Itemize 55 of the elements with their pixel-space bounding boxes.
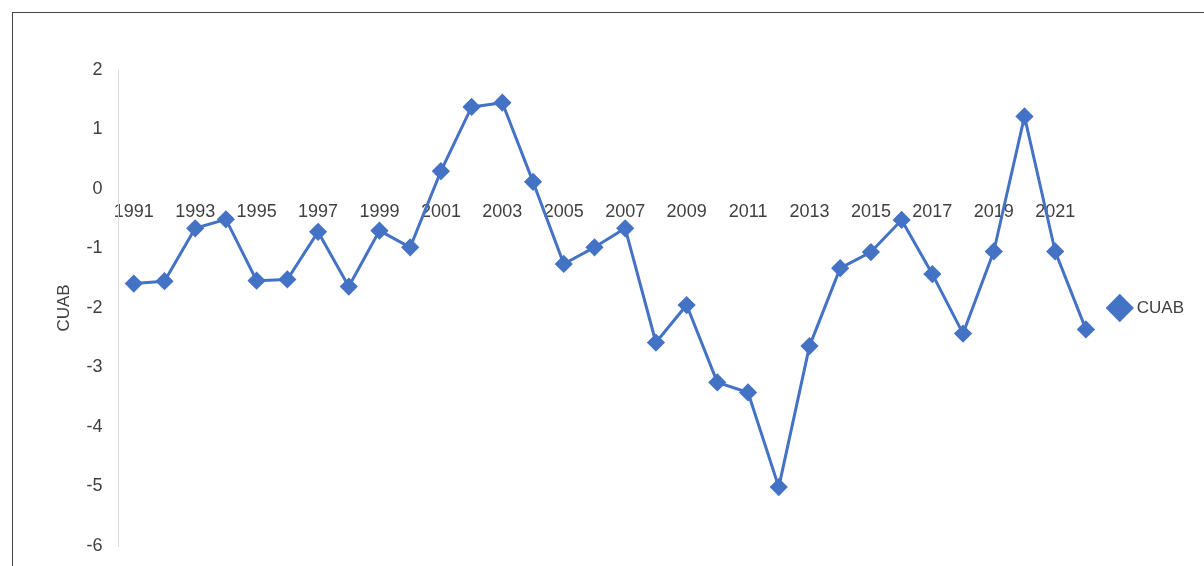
y-tick-label: -4: [86, 415, 103, 436]
x-tick-label: 2015: [850, 200, 891, 221]
point: [432, 162, 450, 180]
point: [708, 373, 726, 391]
point: [125, 275, 143, 293]
point: [340, 278, 358, 296]
x-tick-label: 2011: [728, 200, 768, 221]
point: [739, 383, 757, 401]
point: [524, 173, 542, 191]
x-tick-label: 2003: [482, 200, 523, 221]
y-tick-label: 2: [92, 58, 103, 79]
point: [800, 337, 818, 355]
point: [678, 296, 696, 314]
point: [370, 222, 388, 240]
legend-label: CUAB: [1136, 297, 1184, 317]
point: [954, 325, 972, 343]
y-tick-label: -1: [86, 237, 103, 258]
x-tick-label: 2005: [543, 200, 584, 221]
point: [923, 265, 941, 283]
point: [401, 238, 419, 256]
point: [217, 210, 235, 228]
x-tick-label: 1995: [236, 200, 277, 221]
y-tick-label: -6: [86, 534, 103, 555]
x-tick-label: 1999: [359, 200, 400, 221]
point: [1046, 242, 1064, 260]
point: [278, 270, 296, 288]
point: [1015, 107, 1033, 125]
point: [862, 243, 880, 261]
point: [155, 272, 173, 290]
point: [985, 242, 1003, 260]
point: [186, 219, 204, 237]
point: [585, 238, 603, 256]
x-tick-label: 2017: [912, 200, 953, 221]
x-tick-label: 2013: [789, 200, 830, 221]
point: [647, 334, 665, 352]
point: [309, 223, 327, 241]
y-tick-label: 1: [92, 118, 103, 139]
point: [616, 219, 634, 237]
x-tick-label: 1993: [175, 200, 216, 221]
point: [893, 211, 911, 229]
x-tick-label: 1997: [298, 200, 339, 221]
point: [463, 98, 481, 116]
point: [555, 255, 573, 273]
point: [493, 94, 511, 112]
y-axis-title: CUAB: [53, 284, 73, 332]
point: [248, 272, 266, 290]
point: [831, 259, 849, 277]
point: [770, 478, 788, 496]
y-tick-label: -2: [86, 296, 103, 317]
y-tick-label: -3: [86, 356, 103, 377]
x-tick-label: 2007: [605, 200, 646, 221]
y-tick-label: 0: [92, 177, 103, 198]
point: [1077, 320, 1095, 338]
y-tick-label: -5: [86, 475, 103, 496]
x-tick-label: 2009: [666, 200, 707, 221]
